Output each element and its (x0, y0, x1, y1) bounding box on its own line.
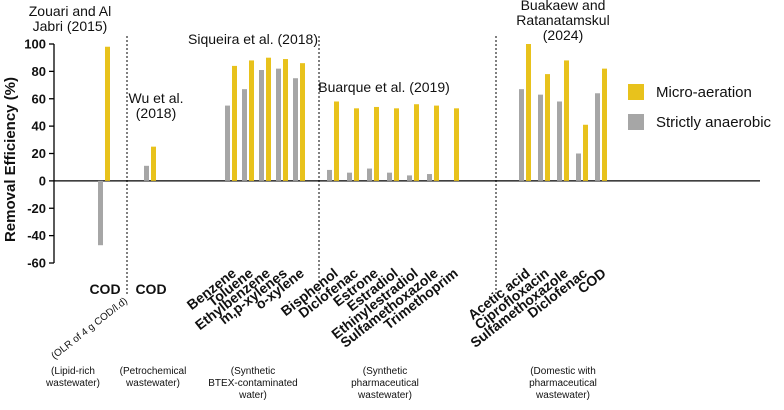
caption-3: (Synthetic (231, 366, 275, 377)
y-axis-title: Removal Efficiency (%) (2, 77, 19, 242)
bar-micro-aeration (526, 44, 531, 181)
legend-swatch (628, 84, 644, 100)
y-tick-label: 40 (32, 119, 46, 134)
y-tick-label: 100 (24, 37, 46, 52)
bar-strictly-anaerobic (595, 93, 600, 181)
caption-5: wastewater) (535, 390, 590, 401)
y-tick-label: -20 (27, 201, 46, 216)
caption-3: BTEX-contaminated (208, 378, 298, 389)
bar-strictly-anaerobic (347, 172, 352, 181)
bar-micro-aeration (583, 124, 588, 181)
bar-strictly-anaerobic (259, 70, 264, 181)
bar-strictly-anaerobic (427, 174, 432, 181)
y-tick-label: -40 (27, 228, 46, 243)
bar-micro-aeration (374, 106, 379, 181)
bar-strictly-anaerobic (538, 94, 543, 181)
category-label: COD (89, 281, 120, 297)
legend-label: Micro-aeration (656, 84, 752, 101)
bar-strictly-anaerobic (276, 68, 281, 181)
study-label-1: Zouari and Al (29, 3, 112, 19)
study-label-5: Ratanatamskul (516, 12, 609, 28)
bar-micro-aeration (354, 108, 359, 181)
bar-strictly-anaerobic (327, 169, 332, 181)
caption-1: (Lipid-rich (51, 366, 95, 377)
bar-strictly-anaerobic (367, 168, 372, 181)
bar-micro-aeration (602, 68, 607, 181)
bar-strictly-anaerobic (242, 89, 247, 181)
bar-micro-aeration (414, 104, 419, 181)
legend-swatch (628, 114, 644, 130)
y-tick-label: 60 (32, 91, 46, 106)
bar-strictly-anaerobic (557, 101, 562, 181)
bar-strictly-anaerobic (225, 105, 230, 181)
bar-micro-aeration (334, 101, 339, 181)
bar-strictly-anaerobic (293, 78, 298, 181)
bar-micro-aeration (545, 74, 550, 181)
category-label: COD (135, 281, 166, 297)
caption-4: pharmaceutical (351, 378, 419, 389)
y-tick-label: 0 (39, 173, 46, 188)
y-tick-label: 80 (32, 64, 46, 79)
caption-4: (Synthetic (363, 366, 407, 377)
bar-strictly-anaerobic (98, 180, 103, 246)
bar-micro-aeration (434, 105, 439, 181)
study-label-5: (2024) (543, 27, 583, 43)
bar-strictly-anaerobic (519, 89, 524, 181)
bar-micro-aeration (266, 57, 271, 181)
bar-strictly-anaerobic (576, 153, 581, 181)
y-tick-label: 20 (32, 146, 46, 161)
bar-strictly-anaerobic (407, 175, 412, 181)
bar-strictly-anaerobic (144, 165, 149, 181)
category-note: (OLR of 4 g COD/l.d) (50, 296, 130, 362)
bar-micro-aeration (232, 65, 237, 181)
caption-2: (Petrochemical (120, 366, 187, 377)
legend-label: Strictly anaerobic (656, 114, 772, 131)
caption-2: wastewater) (125, 378, 180, 389)
y-tick-label: -60 (27, 256, 46, 271)
bar-micro-aeration (151, 146, 156, 181)
study-label-3: Siqueira et al. (2018) (188, 31, 318, 47)
caption-3: water) (238, 390, 267, 401)
bar-micro-aeration (300, 63, 305, 181)
bar-micro-aeration (454, 108, 459, 181)
study-label-2: Wu et al. (129, 90, 184, 106)
bar-micro-aeration (249, 60, 254, 181)
bar-micro-aeration (564, 60, 569, 181)
caption-5: (Domestic with (530, 366, 596, 377)
study-label-2: (2018) (136, 105, 176, 121)
study-label-5: Buakaew and (521, 0, 606, 13)
bar-micro-aeration (394, 108, 399, 181)
study-label-4: Buarque et al. (2019) (318, 79, 450, 95)
caption-5: pharmaceutical (529, 378, 597, 389)
bar-micro-aeration (283, 59, 288, 181)
bar-strictly-anaerobic (387, 172, 392, 181)
caption-4: wastewater) (357, 390, 412, 401)
study-label-1: Jabri (2015) (33, 18, 108, 34)
bar-micro-aeration (105, 46, 110, 181)
caption-1: wastewater) (45, 378, 100, 389)
